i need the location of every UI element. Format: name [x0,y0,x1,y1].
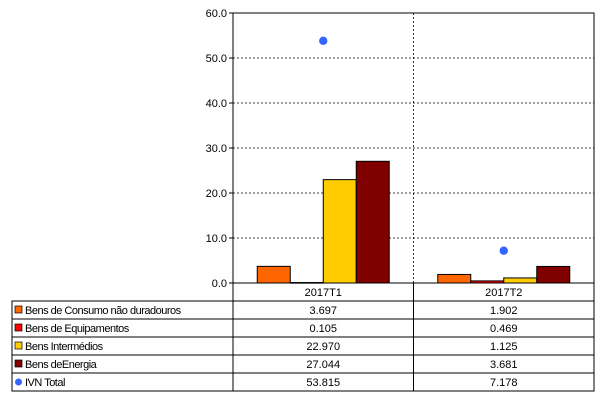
table-row: Bens deEnergia 27.044 3.681 [11,354,595,374]
gridlines [232,12,595,284]
data-label: 7.178 [490,377,518,389]
data-label: 1.902 [490,305,518,317]
bar [437,273,472,284]
chart-marks [256,36,571,284]
y-tick-label: 50.0 [206,53,227,65]
data-label: 3.681 [490,359,518,371]
data-label: 53.815 [306,377,340,389]
point [499,246,508,255]
table-row: IVN Total 53.815 7.178 [11,372,595,392]
y-tick-label: 0.0 [212,278,227,290]
data-label: 1.125 [490,341,518,353]
data-label: 0.105 [309,323,337,335]
legend-swatch [14,359,23,368]
series-label: Bens deEnergia [25,359,98,371]
bar [355,160,390,284]
table-row: Bens de Equipamentos 0.105 0.469 [11,318,595,338]
legend-swatch [14,341,23,350]
series-label: IVN Total [25,377,65,389]
bar [503,277,538,284]
data-label: 3.697 [309,305,337,317]
data-label: 0.469 [490,323,518,335]
table-row: Bens de Consumo não duradouros 3.697 1.902 [11,300,595,320]
y-tick-label: 10.0 [206,233,227,245]
bar [536,265,571,284]
series-label: Bens de Consumo não duradouros [25,305,182,317]
table-row: Bens Intermédios 22.970 1.125 [11,336,595,356]
y-tick-label: 60.0 [206,8,227,20]
data-label: 27.044 [306,359,340,371]
y-tick-label: 30.0 [206,143,227,155]
data-label: 22.970 [306,341,340,353]
bar [322,179,357,284]
series-label: Bens de Equipamentos [25,323,130,335]
category-label: 2017T1 [305,287,342,299]
category-label: 2017T2 [485,287,522,299]
row-border [11,372,595,392]
bar [470,280,505,284]
legend-marker [15,378,22,386]
bar [256,265,291,284]
legend-swatch [14,323,23,332]
bar [289,282,324,284]
legend-swatch [14,305,23,314]
series-label: Bens Intermédios [25,341,104,353]
y-tick-label: 20.0 [206,188,227,200]
y-axis: 0.0 10.0 20.0 30.0 40.0 50.0 60.0 [206,8,233,290]
point [319,36,328,46]
y-tick-label: 40.0 [206,98,227,110]
